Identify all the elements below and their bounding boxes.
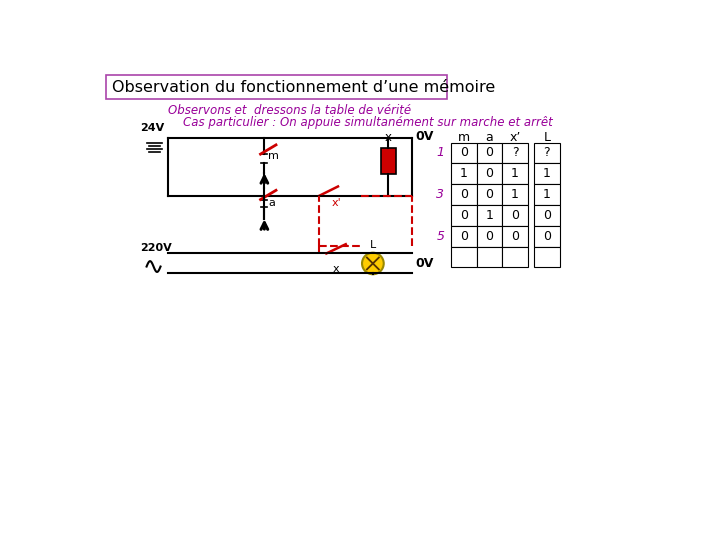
Bar [477, 247, 503, 267]
Bar [451, 143, 477, 164]
Text: 1: 1 [485, 209, 493, 222]
Text: x: x [333, 264, 340, 274]
Bar [534, 205, 559, 226]
Text: 0: 0 [460, 209, 468, 222]
Text: ?: ? [544, 146, 550, 159]
Text: 5: 5 [436, 230, 444, 242]
Text: 0: 0 [485, 230, 493, 242]
Text: ?: ? [512, 146, 518, 159]
Bar [451, 205, 477, 226]
Text: 1: 1 [511, 167, 519, 180]
Text: 0: 0 [460, 188, 468, 201]
Text: 0: 0 [511, 209, 519, 222]
Bar [503, 247, 528, 267]
Bar [534, 164, 559, 184]
Bar [451, 184, 477, 205]
Text: 1: 1 [543, 188, 551, 201]
Bar [534, 184, 559, 205]
Text: 0: 0 [543, 230, 551, 242]
Text: Observation du fonctionnement d’une mémoire: Observation du fonctionnement d’une mémo… [112, 79, 495, 94]
Bar [477, 143, 503, 164]
Text: 0: 0 [543, 209, 551, 222]
Text: 0V: 0V [415, 130, 434, 143]
Text: 1: 1 [543, 167, 551, 180]
Bar [534, 143, 559, 164]
Text: L: L [544, 131, 550, 144]
Text: m: m [458, 131, 470, 144]
Bar [451, 247, 477, 267]
Text: 0: 0 [511, 230, 519, 242]
Bar [503, 226, 528, 247]
Bar [477, 226, 503, 247]
Text: 220V: 220V [140, 242, 172, 253]
Bar [381, 148, 396, 174]
Text: Observons et  dressons la table de vérité: Observons et dressons la table de vérité [168, 105, 410, 118]
Text: m: m [269, 151, 279, 161]
Text: 1: 1 [511, 188, 519, 201]
Text: 1: 1 [436, 146, 444, 159]
Bar [534, 226, 559, 247]
Text: 1: 1 [460, 167, 468, 180]
Bar [503, 184, 528, 205]
Bar [503, 205, 528, 226]
FancyBboxPatch shape [106, 75, 446, 99]
Text: x: x [385, 131, 392, 144]
Text: Cas particulier : On appuie simultanément sur marche et arrêt: Cas particulier : On appuie simultanémen… [183, 116, 553, 129]
Bar [503, 164, 528, 184]
Text: x’: x’ [510, 131, 521, 144]
Text: L: L [370, 240, 376, 249]
Text: 0: 0 [485, 167, 493, 180]
Bar [503, 143, 528, 164]
Text: 0: 0 [485, 188, 493, 201]
Text: 3: 3 [436, 188, 444, 201]
Bar [534, 247, 559, 267]
Text: x': x' [332, 198, 341, 208]
Bar [477, 184, 503, 205]
Text: 0V: 0V [415, 257, 434, 270]
Text: 0: 0 [460, 146, 468, 159]
Circle shape [362, 253, 384, 274]
Bar [477, 205, 503, 226]
Text: a: a [485, 131, 493, 144]
Text: a: a [269, 198, 275, 207]
Bar [451, 226, 477, 247]
Bar [451, 164, 477, 184]
Text: 24V: 24V [140, 123, 165, 132]
Text: 0: 0 [460, 230, 468, 242]
Bar [477, 164, 503, 184]
Text: 0: 0 [485, 146, 493, 159]
